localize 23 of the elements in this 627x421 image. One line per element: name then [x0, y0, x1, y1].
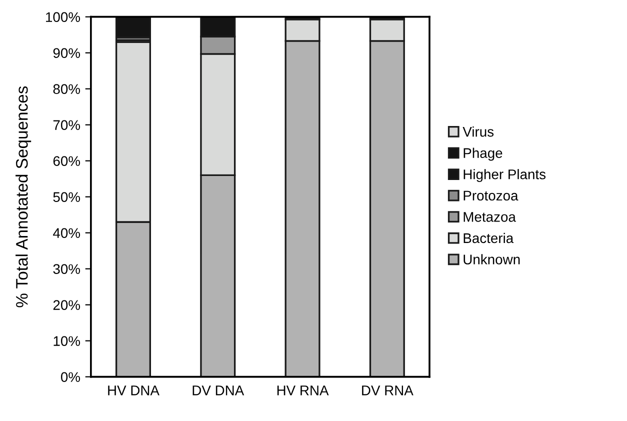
legend-label: Unknown [464, 254, 520, 264]
legend-label: Virus [462, 126, 494, 137]
legend-label: Protozoa [464, 190, 518, 201]
x-tick-label: HV DNA [108, 386, 160, 396]
legend-label: Higher Plants [464, 169, 546, 182]
x-tick-label: HV RNA [277, 386, 329, 396]
y-axis-title: % Total Annotated Sequences [16, 86, 32, 308]
y-tick-label: 60% [53, 156, 80, 166]
y-tick-label: 30% [53, 264, 80, 274]
legend-label: Bacteria [464, 232, 514, 244]
y-tick-label: 0% [60, 372, 80, 382]
y-tick-label: 20% [53, 300, 80, 310]
legend-label: Metazoa [464, 212, 516, 222]
y-tick-label: 10% [54, 336, 80, 346]
y-tick-label: 80% [53, 84, 80, 94]
y-tick-label: 100% [46, 12, 80, 22]
y-tick-label: 70% [53, 120, 80, 130]
y-tick-label: 40% [53, 228, 80, 238]
x-tick-label: DV DNA [192, 386, 244, 396]
y-tick-label: 50% [53, 192, 80, 202]
y-tick-label: 90% [53, 48, 80, 58]
x-tick-label: DV RNA [362, 386, 414, 396]
legend-label: Phage [464, 148, 502, 161]
